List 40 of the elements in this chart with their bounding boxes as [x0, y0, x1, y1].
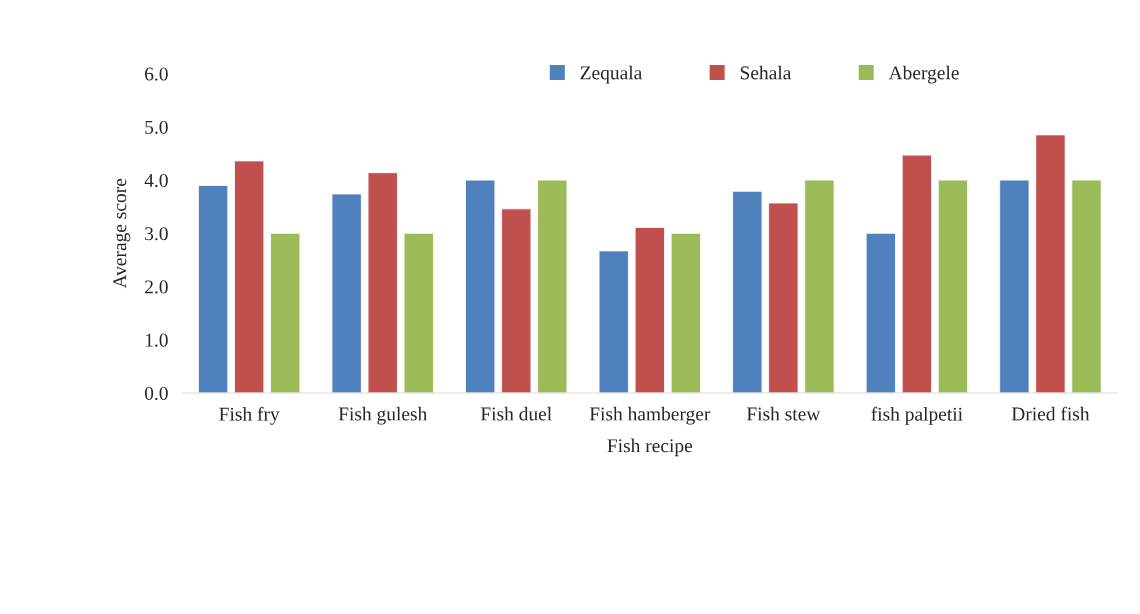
bar	[804, 179, 835, 393]
bar	[634, 227, 665, 393]
bar	[999, 179, 1030, 393]
x-axis-title: Fish recipe	[607, 438, 693, 457]
bar	[732, 190, 763, 393]
bar	[367, 172, 398, 393]
bar	[198, 185, 229, 393]
bar	[270, 232, 301, 393]
bar	[1071, 179, 1102, 393]
y-tick-label: 4.0	[144, 173, 168, 188]
y-tick-label: 3.0	[145, 227, 168, 241]
bar	[598, 250, 629, 393]
bar	[403, 232, 434, 393]
bar	[865, 232, 896, 393]
bar	[937, 179, 969, 393]
bar	[768, 202, 799, 393]
x-tick-label: Dried fish	[1011, 406, 1090, 421]
x-tick-label: Fish duel	[480, 406, 552, 421]
bar	[501, 208, 532, 393]
bar	[901, 154, 932, 393]
legend-label: Zequala	[580, 65, 643, 84]
x-tick-label: Fish stew	[746, 406, 821, 421]
y-tick-label: 1.0	[145, 333, 168, 347]
y-axis-title: Average score	[113, 178, 131, 289]
bar	[234, 160, 265, 393]
legend-label: Abergele	[888, 65, 959, 84]
x-tick-label: Fish hamberger	[589, 406, 711, 425]
x-tick-label: Fish gulesh	[338, 406, 428, 425]
bar	[537, 179, 568, 393]
y-tick-label: 0.0	[144, 386, 168, 400]
x-tick-label: fish palpetii	[871, 406, 963, 425]
y-tick-label: 2.0	[145, 280, 168, 294]
x-tick-label: Fish fry	[219, 406, 280, 425]
bar	[465, 179, 496, 393]
bar	[331, 193, 362, 393]
bar	[1035, 134, 1066, 393]
bar	[670, 232, 701, 393]
legend-label: Sehala	[740, 65, 792, 80]
y-tick-label: 6.0	[145, 67, 168, 81]
y-tick-label: 5.0	[145, 120, 168, 134]
